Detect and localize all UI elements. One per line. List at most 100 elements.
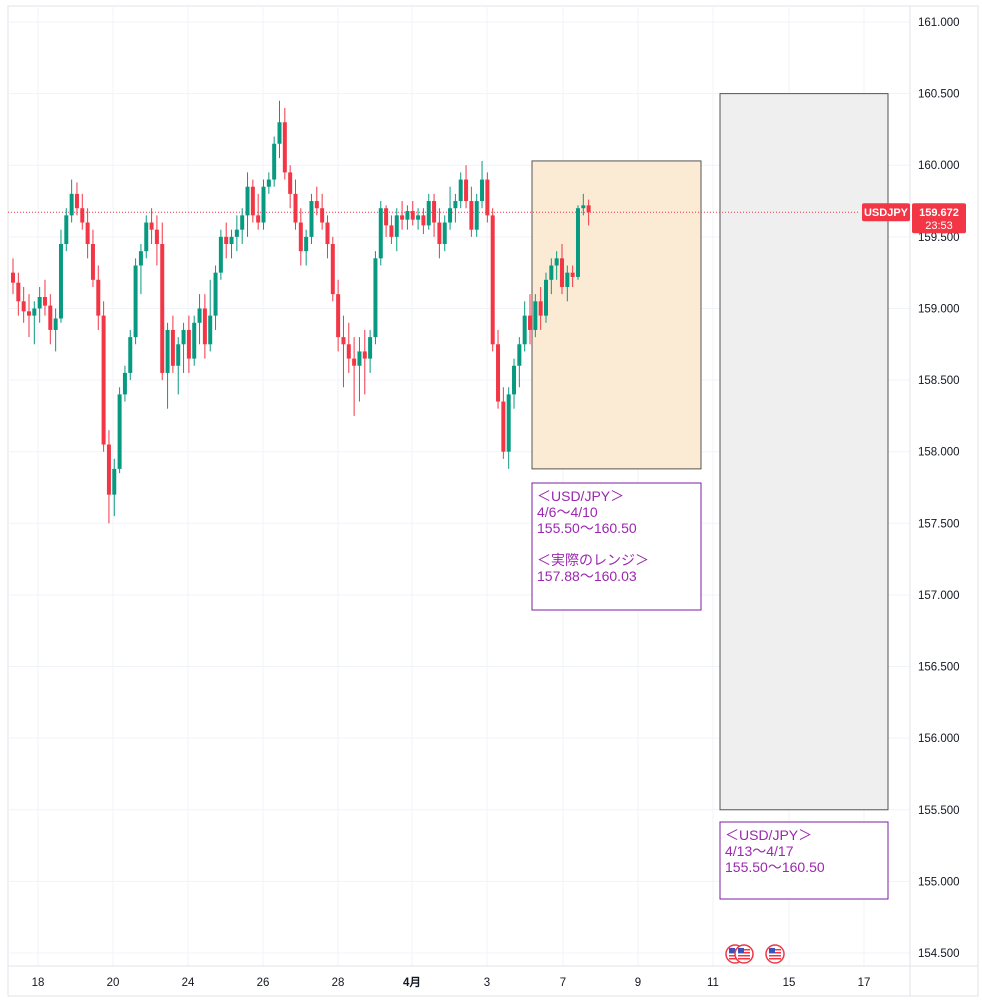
y-tick-label: 158.500 [918,375,960,387]
candle-body [37,297,42,309]
candle-body [229,236,234,245]
candle [496,329,501,409]
candle-body [554,258,559,266]
x-tick-label: 15 [783,977,796,989]
candle [581,193,586,216]
x-tick-label: 4月 [403,976,421,989]
candle-body [234,229,239,237]
candle [250,179,255,223]
candle [128,329,133,381]
candle-body [517,344,522,366]
candle-body [165,329,170,373]
y-tick-label: 161.000 [918,17,960,29]
us-flag-icon[interactable] [765,944,785,964]
candle-body [362,351,367,359]
candle [416,208,421,230]
candle-body [538,301,543,316]
range-note-line: 4/6〜4/10 [537,504,598,520]
range-note-line: 157.88〜160.03 [537,568,637,584]
candle [37,286,42,323]
candle-body [421,215,426,226]
candle [346,322,351,373]
candle [74,182,79,216]
candle-body [581,205,586,209]
candle [58,229,63,323]
x-tick-label: 28 [332,977,345,989]
candle-body [485,179,490,216]
candle-body [213,272,218,316]
candle [138,244,143,295]
candle-body [496,344,501,402]
x-tick-label: 7 [560,977,566,989]
flag-canton [729,948,735,953]
candle [586,199,591,226]
y-tick-label: 155.500 [918,805,960,817]
y-tick-label: 156.500 [918,662,960,674]
candle-body [293,193,298,223]
candle-body [373,258,378,338]
candle [122,365,127,402]
candle [149,208,154,245]
candle [165,322,170,409]
candle-body [458,179,463,202]
candle [410,201,415,226]
candle-body [528,315,533,330]
candle [277,100,282,159]
candle-body [261,186,266,223]
candle-body [144,222,149,252]
candle-body [85,222,90,245]
flag-stripe [738,955,750,957]
x-tick-label: 9 [635,977,641,989]
candle-body [304,236,309,252]
candle-body [400,215,405,220]
us-flag-icon[interactable] [734,944,754,964]
candle [48,294,53,345]
last-price-tag-bg [912,203,966,234]
candle-body [346,344,351,359]
candle [421,208,426,234]
candle-body [266,179,271,187]
candle [229,229,234,259]
candle [549,258,554,295]
x-tick-label: 3 [484,977,490,989]
range-note-line: 155.50〜160.50 [537,520,637,536]
candle-body [80,208,85,223]
candle [330,236,335,302]
candle-body [448,208,453,223]
chart-frame [7,5,979,997]
candle [224,222,229,259]
candle-body [474,201,479,230]
candle-body [544,279,548,316]
candle-body [197,308,202,323]
candle [528,294,533,345]
candle [266,172,271,194]
candle [506,387,511,469]
candle-body [549,265,554,280]
candle [437,208,442,259]
candles [11,100,591,524]
candle [575,205,580,280]
candle-body [282,122,287,173]
candle [245,172,250,237]
candle-body [325,222,330,245]
candle-body [90,244,95,280]
countdown-label: 23:53 [925,220,953,232]
candle-body [501,401,506,452]
candle [453,193,458,223]
candle-body [437,222,442,245]
candle-body [181,329,186,345]
candle-body [69,193,74,216]
candle [389,215,394,245]
candle [357,337,362,402]
candle [160,222,165,381]
candle [144,215,149,259]
candle-body [469,201,474,230]
flag-stripe [769,958,781,960]
candle [448,186,453,230]
candle-body [394,215,399,237]
candle-body [53,318,58,330]
candle [64,208,69,252]
y-tick-label: 157.000 [918,590,960,602]
